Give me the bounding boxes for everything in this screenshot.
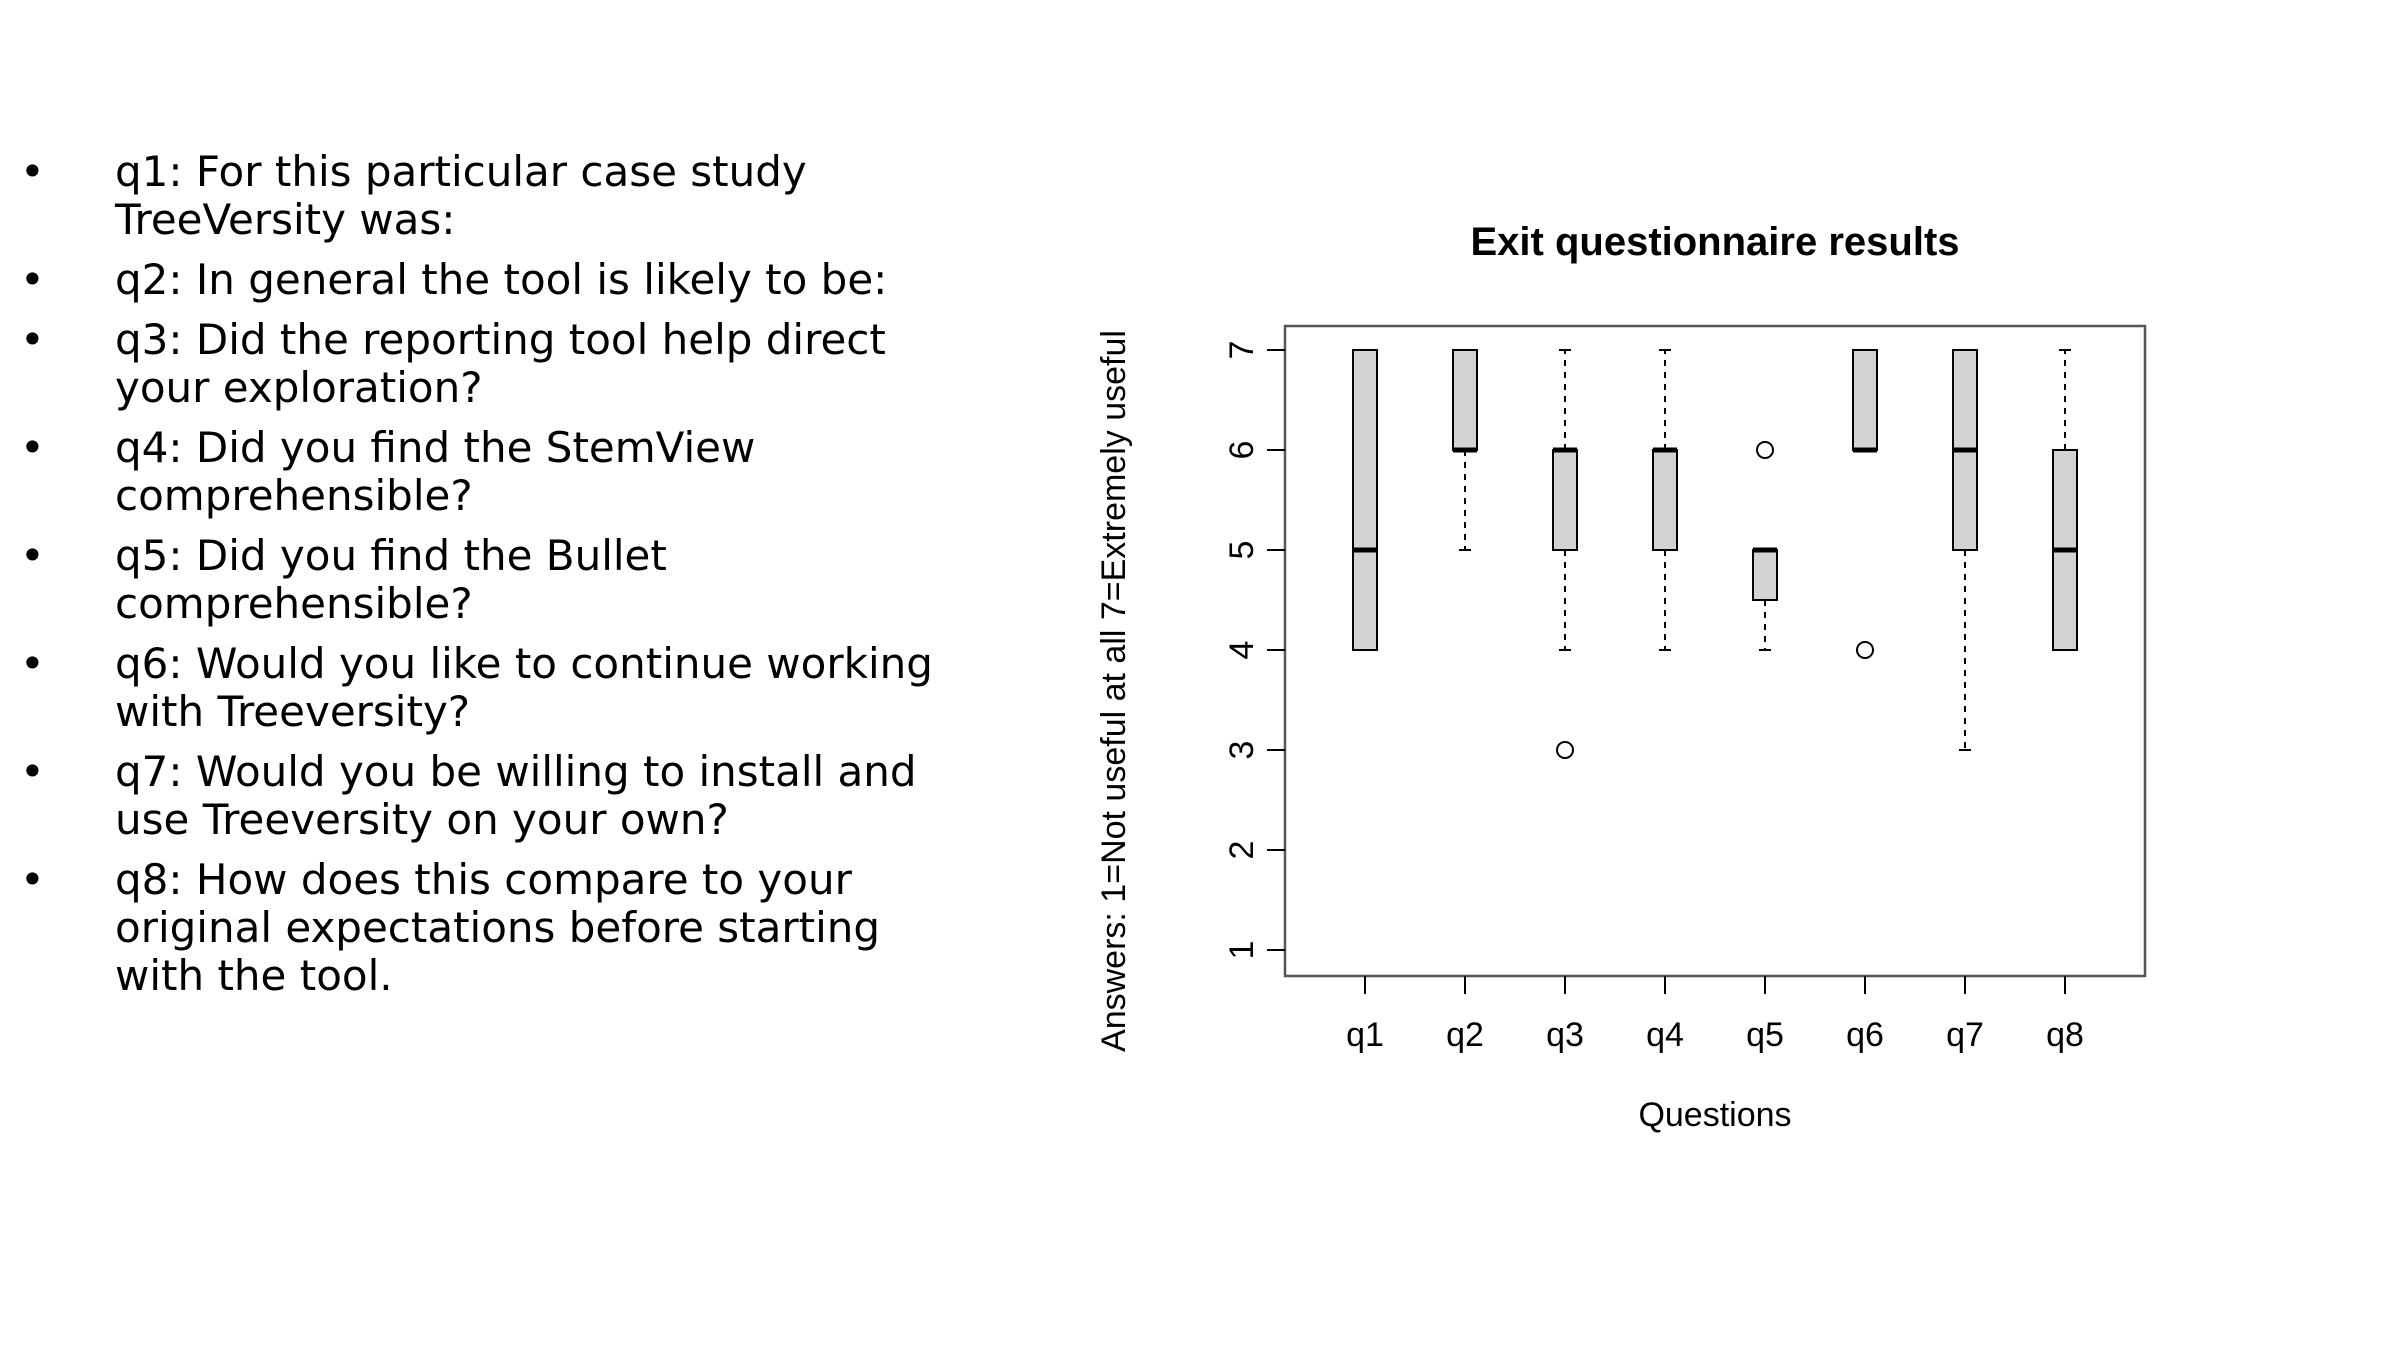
question-item: • q2: In general the tool is likely to be… (20, 256, 980, 304)
question-text: q4: Did you find the StemView comprehens… (115, 423, 756, 520)
outlier-point (1556, 741, 1574, 759)
outlier-point (1756, 441, 1774, 459)
question-text: q1: For this particular case study TreeV… (115, 147, 807, 244)
question-list: • q1: For this particular case study Tree… (20, 148, 980, 1012)
bullet-dot-icon: • (20, 531, 45, 580)
question-text: q3: Did the reporting tool help direct y… (115, 315, 886, 412)
x-tick-label: q4 (1646, 1016, 1684, 1054)
y-axis-label: Answers: 1=Not useful at all 7=Extremely… (1095, 330, 1133, 1052)
y-tick-label: 5 (1223, 541, 1261, 560)
bullet-dot-icon: • (20, 315, 45, 364)
box (1452, 349, 1478, 451)
question-text: q7: Would you be willing to install and … (115, 747, 917, 844)
x-tick-label: q8 (2046, 1016, 2084, 1054)
question-item: • q8: How does this compare to your origi… (20, 856, 980, 1000)
plot-frame (1283, 324, 2147, 978)
question-item: • q4: Did you find the StemView comprehen… (20, 424, 980, 520)
bullet-dot-icon: • (20, 255, 45, 304)
x-tick-label: q6 (1846, 1016, 1884, 1054)
x-tick-label: q1 (1346, 1016, 1384, 1054)
bullet-dot-icon: • (20, 423, 45, 472)
boxplot-chart: Exit questionnaire results 1 2 3 4 5 6 7 Answers… (1095, 220, 2147, 1134)
question-item: • q3: Did the reporting tool help direct … (20, 316, 980, 412)
question-text: q8: How does this compare to your origin… (115, 855, 881, 1000)
question-item: • q7: Would you be willing to install and… (20, 748, 980, 844)
x-tick-label: q5 (1746, 1016, 1784, 1054)
question-text: q5: Did you find the Bullet comprehensib… (115, 531, 667, 628)
x-axis-label: Questions (1638, 1096, 1791, 1134)
bullet-dot-icon: • (20, 747, 45, 796)
bullet-dot-icon: • (20, 855, 45, 904)
y-tick-label: 2 (1223, 841, 1261, 860)
box (1852, 349, 1878, 451)
y-tick-label: 4 (1223, 641, 1261, 660)
question-item: • q1: For this particular case study Tree… (20, 148, 980, 244)
y-tick-label: 7 (1223, 341, 1261, 360)
question-item: • q6: Would you like to continue working … (20, 640, 980, 736)
x-tick-label: q7 (1946, 1016, 1984, 1054)
chart-title: Exit questionnaire results (1470, 220, 1959, 264)
x-tick-label: q2 (1446, 1016, 1484, 1054)
question-text: q2: In general the tool is likely to be: (115, 255, 888, 304)
outlier-point (1856, 641, 1874, 659)
box (1652, 449, 1678, 551)
question-item: • q5: Did you find the Bullet comprehensi… (20, 532, 980, 628)
box (1552, 449, 1578, 551)
y-tick-label: 3 (1223, 741, 1261, 760)
x-tick-label: q3 (1546, 1016, 1584, 1054)
question-text: q6: Would you like to continue working w… (115, 639, 933, 736)
bullet-dot-icon: • (20, 147, 45, 196)
boxplot-chart-container: Exit questionnaire results 1 2 3 4 5 6 7 Answers… (1080, 190, 2180, 1170)
y-tick-label: 6 (1223, 441, 1261, 460)
bullet-dot-icon: • (20, 639, 45, 688)
y-tick-label: 1 (1223, 941, 1261, 960)
box (1752, 549, 1778, 601)
box (1352, 349, 1378, 651)
